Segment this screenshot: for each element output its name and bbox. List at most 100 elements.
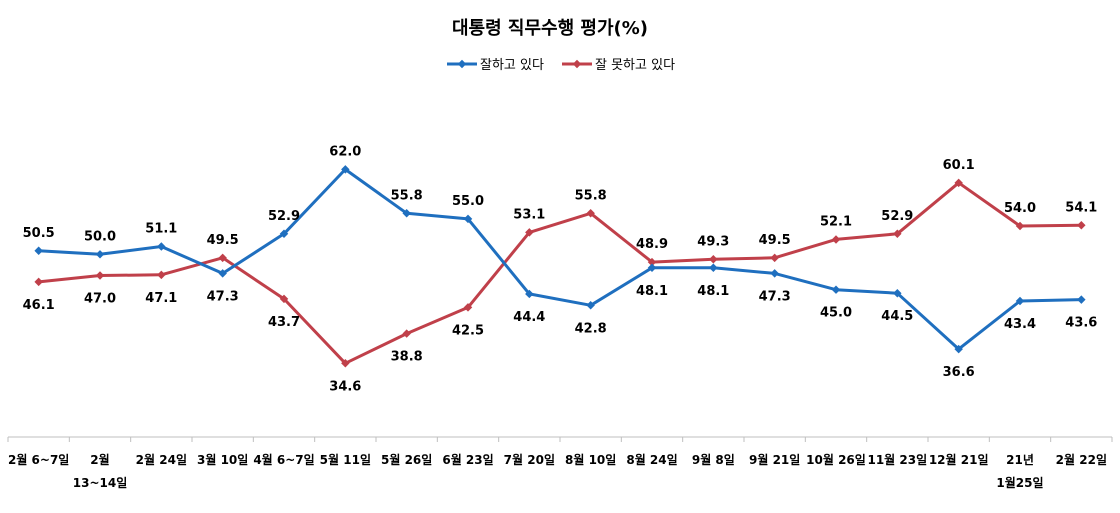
data-label-s2-15: 52.9 bbox=[881, 209, 913, 224]
data-point-s1-10 bbox=[586, 301, 595, 310]
x-tick-label: 9월 21일 bbox=[749, 452, 800, 467]
data-label-s2-12: 49.3 bbox=[697, 234, 729, 249]
data-label-s2-4: 49.5 bbox=[207, 233, 239, 248]
data-label-s2-2: 47.0 bbox=[84, 292, 116, 307]
data-label-s1-9: 44.4 bbox=[513, 310, 545, 325]
x-tick-label: 10월 26일 bbox=[806, 452, 866, 467]
x-tick-label: 5월 11일 bbox=[320, 452, 371, 467]
x-axis-ticks bbox=[7, 437, 1113, 442]
data-point-s2-18 bbox=[1077, 221, 1086, 230]
x-tick-label: 3월 10일 bbox=[197, 452, 248, 467]
data-label-s2-16: 60.1 bbox=[943, 158, 975, 173]
data-label-s1-6: 62.0 bbox=[329, 144, 361, 159]
data-point-s2-11 bbox=[647, 257, 657, 267]
x-tick-label: 7월 20일 bbox=[504, 452, 555, 467]
data-point-s1-14 bbox=[831, 285, 841, 294]
data-point-s1-7 bbox=[402, 209, 411, 218]
series-line-1 bbox=[38, 167, 1082, 351]
series-layer bbox=[34, 165, 1086, 368]
data-label-s2-7: 38.8 bbox=[391, 350, 423, 365]
data-label-s2-9: 53.1 bbox=[513, 207, 545, 222]
data-point-s2-2 bbox=[95, 271, 105, 280]
data-point-s1-3 bbox=[157, 242, 166, 251]
data-point-s1-12 bbox=[709, 263, 718, 272]
data-point-s2-7 bbox=[402, 329, 411, 338]
x-tick-label: 21년 bbox=[1006, 453, 1034, 467]
data-point-s2-8 bbox=[463, 303, 473, 312]
data-label-s1-17: 43.4 bbox=[1004, 317, 1036, 332]
legend-label-1: 잘하고 있다 bbox=[480, 58, 544, 73]
data-point-s1-2 bbox=[95, 250, 105, 259]
data-point-s1-8 bbox=[463, 214, 473, 224]
x-tick-label: 8월 10일 bbox=[565, 452, 616, 467]
data-labels: 50.5 46.1 50.0 47.0 51.1 47.1 47.3 49.5 52.9 43.7… bbox=[23, 144, 1098, 394]
data-label-s1-5: 52.9 bbox=[268, 209, 300, 224]
data-label-s1-2: 50.0 bbox=[84, 229, 116, 244]
x-tick-label: 5월 26일 bbox=[381, 452, 432, 467]
data-point-s1-1 bbox=[34, 246, 43, 256]
x-tick-label: 2월 6~7일 bbox=[8, 452, 69, 467]
x-tick-label: 2월 bbox=[90, 452, 109, 467]
data-point-s2-3 bbox=[157, 270, 166, 280]
data-point-s1-4 bbox=[218, 269, 227, 278]
x-axis-labels: 2월 6~7일 2월 13~14일 2월 24일 3월 10일 4월 6~7일 5월 11일… bbox=[8, 452, 1107, 490]
data-point-s1-16 bbox=[954, 344, 963, 354]
data-point-s1-17 bbox=[1015, 296, 1025, 306]
data-label-s2-6: 34.6 bbox=[329, 379, 361, 394]
data-label-s2-8: 42.5 bbox=[452, 323, 484, 338]
data-point-s2-12 bbox=[709, 255, 718, 264]
data-label-s1-4: 47.3 bbox=[207, 289, 239, 304]
x-tick-label: 2월 24일 bbox=[136, 452, 187, 467]
data-label-s2-1: 46.1 bbox=[23, 298, 55, 313]
data-point-s2-14 bbox=[831, 235, 841, 244]
series-line-2 bbox=[38, 181, 1082, 365]
data-label-s1-12: 48.1 bbox=[697, 284, 729, 299]
legend-label-2: 잘 못하고 있다 bbox=[595, 58, 675, 73]
x-tick-label: 12월 21일 bbox=[929, 452, 989, 467]
legend: 잘하고 있다 잘 못하고 있다 bbox=[447, 58, 675, 73]
x-tick-label: 13~14일 bbox=[73, 476, 128, 490]
x-tick-label: 6월 23일 bbox=[442, 452, 493, 467]
data-point-s2-4 bbox=[218, 253, 227, 263]
data-label-s2-17: 54.0 bbox=[1004, 201, 1036, 216]
data-point-s2-1 bbox=[34, 277, 43, 287]
data-label-s1-3: 51.1 bbox=[145, 222, 177, 237]
data-label-s1-7: 55.8 bbox=[391, 188, 423, 203]
data-point-s1-5 bbox=[279, 229, 289, 239]
data-label-s1-18: 43.6 bbox=[1065, 316, 1097, 331]
data-point-s1-9 bbox=[525, 289, 534, 299]
data-label-s1-1: 50.5 bbox=[23, 226, 55, 241]
data-label-s2-13: 49.5 bbox=[759, 233, 791, 248]
data-point-s2-6 bbox=[341, 359, 350, 368]
data-label-s1-16: 36.6 bbox=[943, 365, 975, 380]
data-label-s2-11: 48.9 bbox=[636, 237, 668, 252]
x-tick-label: 4월 6~7일 bbox=[253, 452, 314, 467]
x-tick-label: 1월25일 bbox=[996, 475, 1043, 490]
data-label-s2-18: 54.1 bbox=[1065, 200, 1097, 215]
data-point-s1-11 bbox=[647, 263, 657, 272]
data-point-s1-6 bbox=[341, 165, 350, 174]
data-label-s1-15: 44.5 bbox=[881, 309, 913, 324]
data-label-s1-11: 48.1 bbox=[636, 284, 668, 299]
data-point-s1-18 bbox=[1077, 295, 1086, 304]
data-label-s1-13: 47.3 bbox=[759, 289, 791, 304]
x-tick-label: 11월 23일 bbox=[867, 452, 927, 467]
data-label-s1-14: 45.0 bbox=[820, 306, 852, 321]
chart-title: 대통령 직무수행 평가(%) bbox=[452, 18, 648, 39]
legend-marker-2 bbox=[572, 59, 582, 69]
data-label-s2-14: 52.1 bbox=[820, 214, 852, 229]
data-label-s1-8: 55.0 bbox=[452, 194, 484, 209]
data-label-s2-10: 55.8 bbox=[575, 188, 607, 203]
data-point-s2-13 bbox=[770, 253, 779, 263]
data-point-s1-13 bbox=[770, 269, 779, 278]
legend-marker-1 bbox=[457, 59, 467, 69]
data-point-s2-5 bbox=[279, 294, 289, 304]
data-label-s2-3: 47.1 bbox=[145, 291, 177, 306]
x-tick-label: 8월 24일 bbox=[626, 452, 677, 467]
x-tick-label: 9월 8일 bbox=[692, 452, 735, 467]
data-label-s2-5: 43.7 bbox=[268, 315, 300, 330]
x-tick-label: 2월 22일 bbox=[1056, 452, 1107, 467]
data-label-s1-10: 42.8 bbox=[575, 321, 607, 336]
data-point-s1-15 bbox=[893, 288, 902, 298]
